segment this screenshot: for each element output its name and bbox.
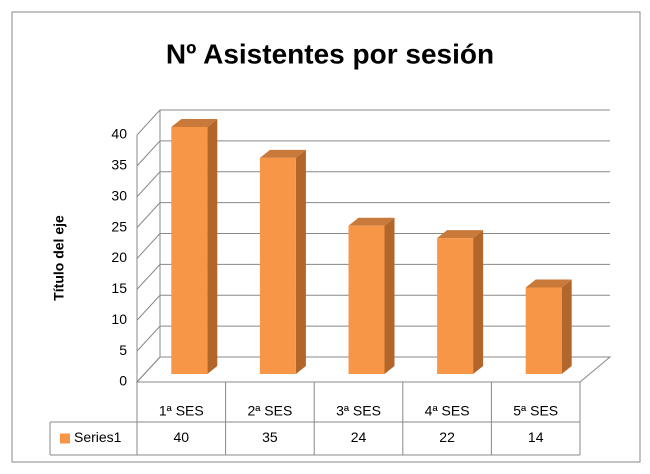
y-tick-label: 0 [119,373,127,389]
x-tick-label: 2ª SES [247,403,292,419]
y-tick-label: 40 [111,126,127,142]
bar-top [437,230,484,239]
bar [525,279,572,374]
y-tick-label: 25 [111,218,127,234]
bar-front [437,238,474,374]
bar-top [259,149,306,158]
bar-front [348,225,385,374]
y-axis-title: Título del eje [51,215,67,301]
y-tick-label: 30 [111,187,127,203]
y-tick-label: 20 [111,249,127,265]
y-tick-label: 35 [111,157,127,173]
x-tick-label: 1ª SES [159,403,204,419]
bar-top [525,279,572,288]
bar-side [207,119,218,374]
x-tick-label: 5ª SES [513,403,558,419]
y-tick-label: 5 [119,342,127,358]
table-value: 35 [262,429,278,445]
bar-front [171,127,208,374]
x-tick-label: 4ª SES [425,403,470,419]
bar [171,119,218,374]
bar [348,217,395,374]
table-value: 40 [174,429,190,445]
bar [259,149,306,374]
bar-top [348,217,395,226]
bar [437,230,484,374]
legend-label: Series1 [74,429,122,445]
data-table [49,382,580,456]
bar-side [561,279,572,374]
bar-top [171,119,218,127]
chart-frame [11,11,641,463]
bar-side [295,149,306,374]
table-value: 22 [439,429,455,445]
x-tick-label: 3ª SES [336,403,381,419]
chart-title: Nº Asistentes por sesión [166,38,494,69]
table-value: 24 [351,429,367,445]
bar-front [259,157,296,374]
bar-front [525,287,562,374]
y-tick-label: 10 [111,311,127,327]
table-value: 14 [528,429,544,445]
y-tick-label: 15 [111,280,127,296]
legend-key [60,433,70,444]
bar-side [384,217,395,374]
bar-side [473,230,484,374]
